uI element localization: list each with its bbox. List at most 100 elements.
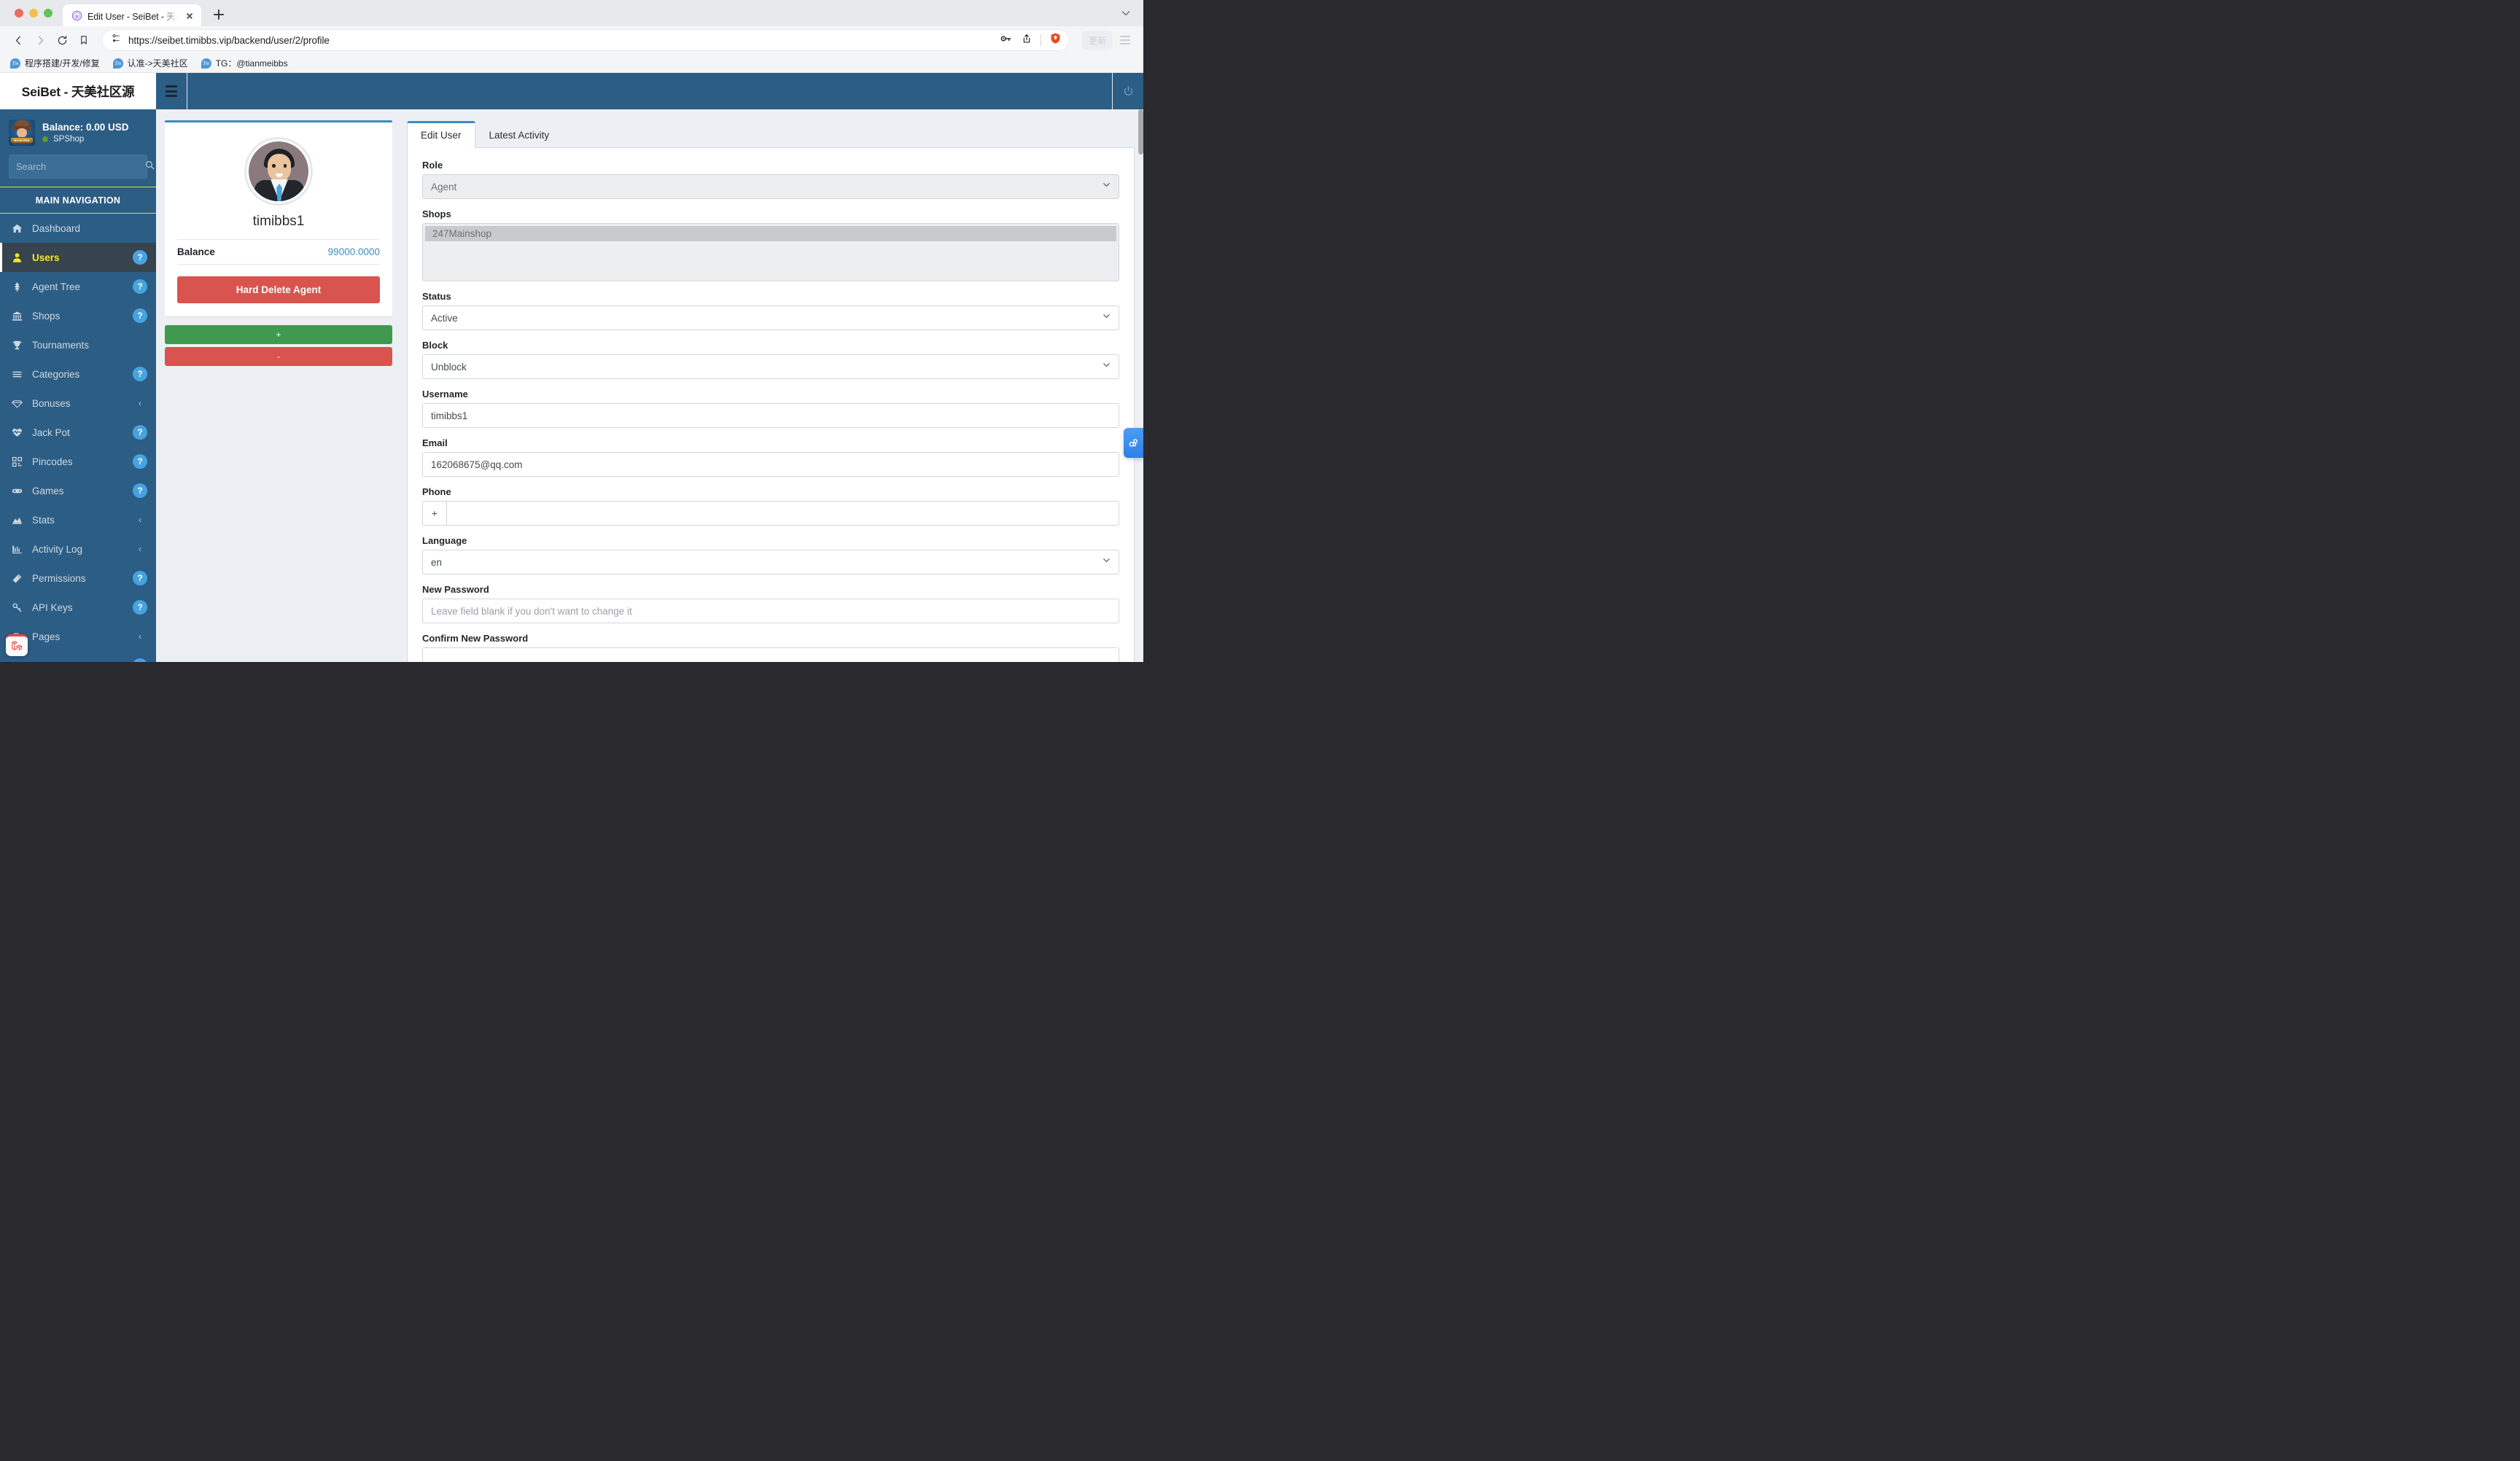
sidebar-item-label: Pages <box>32 631 61 642</box>
power-off-icon[interactable] <box>1112 73 1143 109</box>
laravel-debugbar-icon[interactable] <box>6 634 28 656</box>
sidebar-item-categories[interactable]: Categories ? <box>0 359 156 389</box>
decrease-balance-button[interactable]: - <box>165 347 392 366</box>
browser-toolbar: https://seibet.timibbs.vip/backend/user/… <box>0 26 1143 54</box>
new-tab-button[interactable] <box>209 4 229 25</box>
help-badge[interactable]: ? <box>133 454 147 469</box>
chevron-left-icon[interactable]: ‹ <box>139 631 141 642</box>
help-badge[interactable]: ? <box>133 279 147 294</box>
chevron-left-icon[interactable]: ‹ <box>139 398 141 408</box>
chevron-left-icon[interactable]: ‹ <box>139 544 141 554</box>
new-password-input[interactable]: Leave field blank if you don't want to c… <box>422 599 1119 623</box>
diamond-icon <box>10 398 24 409</box>
back-icon[interactable] <box>9 31 28 50</box>
gamepad-icon <box>10 486 24 496</box>
magic-wand-icon <box>10 573 24 584</box>
email-input[interactable]: 162068675@qq.com <box>422 452 1119 477</box>
username-input[interactable]: timibbs1 <box>422 403 1119 428</box>
bookmark-icon[interactable] <box>74 31 93 50</box>
sidebar-item-sms-mailings[interactable]: SMS Mailings ? <box>0 651 156 662</box>
browser-tab[interactable]: B Edit User - SeiBet - 天美社区源 <box>63 4 201 26</box>
sidebar-item-bonuses[interactable]: Bonuses ‹ <box>0 389 156 418</box>
chevron-down-icon[interactable] <box>1120 7 1132 19</box>
maximize-window-button[interactable] <box>44 9 52 17</box>
bookmark-item[interactable]: Tm 认准->天美社区 <box>112 57 188 69</box>
help-badge[interactable]: ? <box>133 425 147 440</box>
field-status: Status Active <box>422 291 1119 330</box>
browser-menu-icon[interactable] <box>1116 31 1135 50</box>
shops-option[interactable]: 247Mainshop <box>425 226 1116 241</box>
sidebar-item-activity-log[interactable]: Activity Log ‹ <box>0 534 156 564</box>
close-window-button[interactable] <box>15 9 23 17</box>
sidebar-item-stats[interactable]: Stats ‹ <box>0 505 156 534</box>
update-button[interactable]: 更新 <box>1081 31 1113 50</box>
sidebar-item-agent-tree[interactable]: Agent Tree ? <box>0 272 156 301</box>
minimize-window-button[interactable] <box>29 9 38 17</box>
forward-icon[interactable] <box>31 31 50 50</box>
tab-latest-activity[interactable]: Latest Activity <box>489 130 550 141</box>
status-select[interactable]: Active <box>422 305 1119 330</box>
sidebar-item-shops[interactable]: Shops ? <box>0 301 156 330</box>
shops-multiselect[interactable]: 247Mainshop <box>422 223 1119 281</box>
envelope-icon <box>10 661 24 663</box>
sidebar-toggle-icon[interactable] <box>156 73 187 109</box>
brave-shield-icon[interactable] <box>1049 32 1062 48</box>
profile-balance-label: Balance <box>177 246 215 257</box>
search-input[interactable] <box>16 161 144 172</box>
sidebar-item-permissions[interactable]: Permissions ? <box>0 564 156 593</box>
baidu-netdisk-icon[interactable] <box>1124 428 1143 458</box>
help-badge[interactable]: ? <box>133 658 147 662</box>
hard-delete-agent-button[interactable]: Hard Delete Agent <box>177 276 380 303</box>
sidebar-item-label: Users <box>32 252 60 263</box>
page-scrollbar[interactable] <box>1138 109 1143 662</box>
help-badge[interactable]: ? <box>133 483 147 498</box>
help-badge[interactable]: ? <box>133 308 147 323</box>
role-select[interactable]: Agent <box>422 174 1119 199</box>
nav-section-header: MAIN NAVIGATION <box>0 187 156 214</box>
language-select[interactable]: en <box>422 550 1119 574</box>
share-icon[interactable] <box>1021 33 1032 48</box>
edit-user-form: Role Agent Shops 247Mainshop <box>407 147 1135 662</box>
block-select[interactable]: Unblock <box>422 354 1119 379</box>
main-content: timibbs1 Balance 99000.0000 Hard Delete … <box>156 73 1143 662</box>
profile-balance-row: Balance 99000.0000 <box>177 239 380 265</box>
avatar: BOOK☀RA <box>9 120 35 146</box>
help-badge[interactable]: ? <box>133 600 147 615</box>
sidebar-item-games[interactable]: Games ? <box>0 476 156 505</box>
tab-edit-user[interactable]: Edit User <box>407 121 475 148</box>
help-badge[interactable]: ? <box>133 250 147 265</box>
key-icon <box>10 602 24 613</box>
sidebar-item-dashboard[interactable]: Dashboard <box>0 214 156 243</box>
chevron-left-icon[interactable]: ‹ <box>139 515 141 525</box>
search-icon[interactable] <box>144 160 155 174</box>
sidebar-item-label: SMS Mailings <box>32 661 125 663</box>
help-badge[interactable]: ? <box>133 367 147 381</box>
bookmarks-bar: Tm 程序搭建/开发/修复 Tm 认准->天美社区 Tm TG：@tianmei… <box>0 54 1143 73</box>
phone-input[interactable] <box>446 501 1119 526</box>
app-brand[interactable]: SeiBet - 天美社区源 <box>0 73 156 109</box>
scrollbar-thumb[interactable] <box>1138 109 1143 155</box>
field-new-password: New Password Leave field blank if you do… <box>422 584 1119 623</box>
sidebar-item-api-keys[interactable]: API Keys ? <box>0 593 156 622</box>
reload-icon[interactable] <box>52 31 71 50</box>
sidebar-item-label: Permissions <box>32 572 86 584</box>
area-chart-icon <box>10 515 24 526</box>
sidebar-item-jack-pot[interactable]: Jack Pot ? <box>0 418 156 447</box>
address-bar[interactable]: https://seibet.timibbs.vip/backend/user/… <box>102 30 1069 50</box>
confirm-new-password-input[interactable] <box>422 647 1119 662</box>
help-badge[interactable]: ? <box>133 571 147 585</box>
search-box[interactable] <box>9 155 155 179</box>
password-key-icon[interactable] <box>1000 33 1013 48</box>
profile-column: timibbs1 Balance 99000.0000 Hard Delete … <box>165 120 392 662</box>
close-tab-button[interactable] <box>184 9 195 21</box>
bookmark-label: TG：@tianmeibbs <box>215 58 288 69</box>
permissions-icon[interactable] <box>111 33 122 47</box>
sidebar-item-tournaments[interactable]: Tournaments <box>0 330 156 359</box>
window-traffic-lights <box>9 0 57 26</box>
bookmark-item[interactable]: Tm TG：@tianmeibbs <box>201 57 288 69</box>
sidebar-item-users[interactable]: Users ? <box>0 243 156 272</box>
increase-balance-button[interactable]: + <box>165 325 392 344</box>
sidebar-item-label: Pincodes <box>32 456 73 467</box>
bookmark-item[interactable]: Tm 程序搭建/开发/修复 <box>10 57 100 69</box>
sidebar-item-pincodes[interactable]: Pincodes ? <box>0 447 156 476</box>
